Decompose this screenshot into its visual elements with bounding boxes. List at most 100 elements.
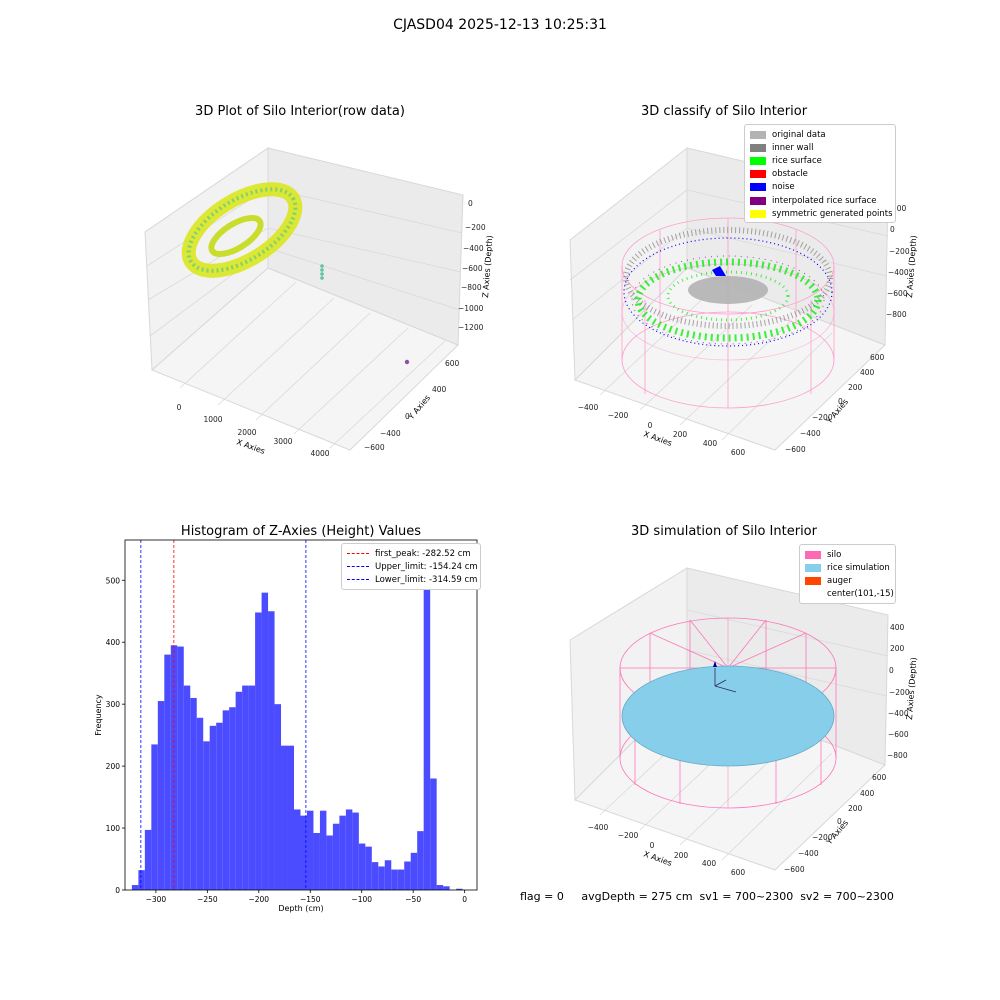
histogram-bar — [371, 862, 379, 890]
histogram-bar — [443, 886, 450, 890]
legend-item: silo — [805, 548, 889, 561]
histogram-bar — [216, 722, 223, 890]
histogram-bar — [306, 810, 314, 890]
raw-y-tick: 400 — [432, 385, 447, 394]
y-tick-label: 0 — [115, 886, 120, 895]
legend-swatch — [750, 130, 766, 139]
sim-z-tick: 0 — [889, 666, 894, 675]
histogram-bar — [365, 846, 372, 890]
histogram-bar — [436, 885, 444, 890]
sim-y-tick: 600 — [872, 773, 887, 782]
classify-z-tick: −600 — [887, 289, 908, 298]
histogram-bar — [261, 592, 269, 890]
histogram-bar — [157, 701, 165, 890]
sim-x-tick: 0 — [650, 841, 655, 850]
histogram-bar — [190, 697, 197, 890]
histogram-bar — [397, 869, 405, 890]
raw-z-label: Z Axies (Depth) — [481, 235, 494, 298]
raw-point-cloud — [181, 182, 410, 365]
y-tick-label: 300 — [106, 700, 121, 709]
legend-label: rice surface — [772, 155, 822, 166]
sim-z-tick: −800 — [887, 751, 908, 760]
legend-label: inner wall — [772, 142, 814, 153]
sim-y-tick: 0 — [837, 817, 842, 826]
histogram-bar — [183, 685, 191, 890]
histogram-legend: first_peak: -282.52 cm Upper_limit: -154… — [341, 543, 481, 590]
classify-legend: original data inner wall rice surface ob… — [744, 124, 896, 224]
legend-swatch — [805, 590, 821, 598]
histogram-bar — [319, 810, 327, 890]
classify-y-tick: 0 — [838, 397, 843, 406]
sim-z-tick: −200 — [889, 688, 910, 697]
classify-z-label: Z Axies (Depth) — [905, 235, 918, 298]
raw-plot-title: 3D Plot of Silo Interior(row data) — [195, 104, 405, 119]
x-tick-label: −200 — [248, 895, 269, 904]
histogram-bar — [287, 745, 295, 890]
simulation-3d-plot: −400 −200 0 200 400 600 600 400 200 0 −2… — [569, 567, 918, 877]
classify-y-tick: −200 — [812, 413, 833, 422]
histogram-bar — [391, 869, 398, 890]
x-tick-label: −300 — [146, 895, 167, 904]
histogram-frame — [124, 539, 478, 891]
legend-item: obstacle — [750, 168, 889, 181]
avg-depth-text: avgDepth = 275 cm sv1 = 700~2300 sv2 = 7… — [581, 890, 894, 903]
legend-item: auger — [805, 574, 889, 587]
classify-3d-plot: −400 −200 0 200 400 600 600 400 200 0 −2… — [569, 146, 918, 457]
status-footer: flag = 0 avgDepth = 275 cm sv1 = 700~230… — [520, 890, 894, 903]
raw-y-label: Y Axies — [406, 393, 432, 422]
simulation-plot-title: 3D simulation of Silo Interior — [631, 524, 817, 539]
histogram-bar — [268, 611, 275, 890]
classify-x-tick: 200 — [673, 430, 688, 439]
legend-item: first_peak: -282.52 cm — [347, 547, 474, 560]
sim-z-label: Z Axies (Depth) — [905, 657, 918, 720]
classify-y-tick: −400 — [800, 429, 821, 438]
legend-item: original data — [750, 128, 889, 141]
classify-z-tick: 0 — [890, 225, 895, 234]
sim-y-tick: −200 — [812, 833, 833, 842]
legend-item: inner wall — [750, 141, 889, 154]
raw-z-tick: −1000 — [458, 304, 484, 313]
histogram-bar — [164, 654, 171, 890]
sim-y-tick: 200 — [848, 804, 863, 813]
legend-label: silo — [827, 549, 842, 560]
raw-x-tick: 1000 — [203, 415, 222, 424]
classify-x-tick: −200 — [608, 411, 629, 420]
legend-label: interpolated rice surface — [772, 195, 877, 206]
histogram-bar — [404, 861, 411, 890]
histogram-bar — [229, 707, 236, 890]
raw-3d-plot: 0 1000 2000 3000 4000 600 400 0 −400 −60… — [144, 147, 494, 458]
legend-line — [347, 579, 369, 581]
histogram-chart: −300 −250 −200 −150 −100 −50 0 0 100 200 300 400 500… — [94, 539, 478, 913]
histogram-bar — [352, 812, 359, 890]
legend-swatch — [805, 550, 821, 559]
legend-swatch — [750, 196, 766, 205]
raw-y-tick: 600 — [445, 359, 460, 368]
legend-label: symmetric generated points — [772, 208, 893, 219]
histogram-title: Histogram of Z-Axies (Height) Values — [180, 524, 422, 539]
classify-x-tick: 0 — [648, 421, 653, 430]
classify-y-tick: 400 — [860, 368, 875, 377]
legend-item: rice simulation — [805, 561, 890, 574]
histogram-y-label: Frequency — [94, 694, 103, 736]
sim-x-tick: −200 — [618, 831, 639, 840]
legend-label: auger — [827, 575, 852, 586]
sim-x-tick: 200 — [674, 851, 689, 860]
histogram-bar — [274, 704, 282, 890]
raw-x-label: X Axies — [235, 437, 266, 456]
legend-swatch — [750, 209, 766, 218]
x-tick-label: 0 — [462, 895, 467, 904]
raw-y-tick: −600 — [364, 443, 385, 452]
histogram-bar — [248, 685, 256, 890]
sim-y-tick: −400 — [798, 849, 819, 858]
legend-label: rice simulation — [827, 562, 890, 573]
classify-x-tick: 600 — [731, 448, 746, 457]
legend-label: Lower_limit: -314.59 cm — [375, 574, 478, 585]
x-tick-label: −50 — [405, 895, 421, 904]
histogram-bar — [144, 829, 152, 890]
x-tick-label: −100 — [351, 895, 372, 904]
sim-x-tick: 400 — [702, 859, 717, 868]
histogram-bar — [131, 885, 139, 890]
histogram-bar — [196, 717, 204, 890]
y-tick-label: 200 — [106, 762, 121, 771]
legend-swatch — [750, 156, 766, 165]
